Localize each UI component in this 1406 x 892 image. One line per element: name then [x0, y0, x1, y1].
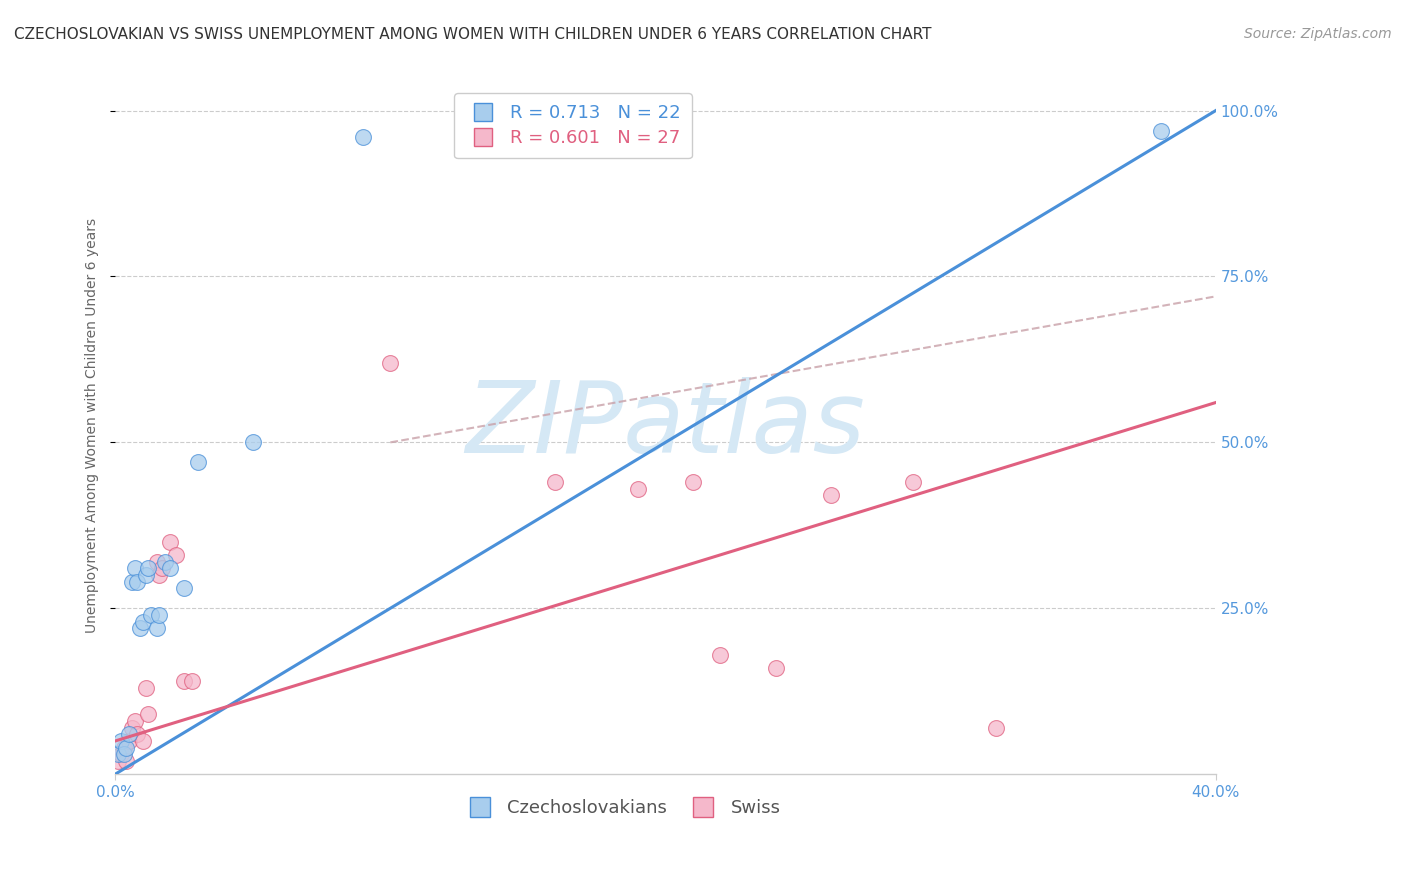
Legend: Czechoslovakians, Swiss: Czechoslovakians, Swiss	[456, 792, 787, 824]
Point	[136, 707, 159, 722]
Point	[682, 475, 704, 490]
Point	[145, 555, 167, 569]
Point	[115, 754, 138, 768]
Point	[112, 740, 135, 755]
Point	[110, 747, 132, 762]
Point	[709, 648, 731, 662]
Point	[765, 661, 787, 675]
Point	[984, 721, 1007, 735]
Point	[380, 356, 402, 370]
Point	[110, 734, 132, 748]
Point	[127, 727, 149, 741]
Point	[118, 727, 141, 741]
Point	[129, 621, 152, 635]
Point	[121, 721, 143, 735]
Point	[118, 734, 141, 748]
Point	[136, 561, 159, 575]
Point	[627, 482, 650, 496]
Point	[115, 740, 138, 755]
Point	[187, 455, 209, 469]
Point	[107, 754, 129, 768]
Point	[148, 568, 170, 582]
Text: ZIPatlas: ZIPatlas	[465, 377, 866, 475]
Point	[132, 734, 155, 748]
Point	[352, 130, 374, 145]
Point	[173, 674, 195, 689]
Point	[153, 555, 176, 569]
Point	[544, 475, 567, 490]
Y-axis label: Unemployment Among Women with Children Under 6 years: Unemployment Among Women with Children U…	[86, 219, 100, 633]
Point	[135, 681, 157, 695]
Point	[148, 607, 170, 622]
Point	[132, 615, 155, 629]
Point	[121, 574, 143, 589]
Point	[112, 747, 135, 762]
Point	[124, 714, 146, 728]
Point	[165, 548, 187, 562]
Point	[135, 568, 157, 582]
Point	[159, 535, 181, 549]
Point	[107, 747, 129, 762]
Point	[1149, 123, 1171, 137]
Point	[242, 435, 264, 450]
Point	[127, 574, 149, 589]
Point	[139, 607, 162, 622]
Point	[181, 674, 204, 689]
Text: CZECHOSLOVAKIAN VS SWISS UNEMPLOYMENT AMONG WOMEN WITH CHILDREN UNDER 6 YEARS CO: CZECHOSLOVAKIAN VS SWISS UNEMPLOYMENT AM…	[14, 27, 932, 42]
Point	[145, 621, 167, 635]
Point	[159, 561, 181, 575]
Point	[901, 475, 924, 490]
Text: Source: ZipAtlas.com: Source: ZipAtlas.com	[1244, 27, 1392, 41]
Point	[820, 488, 842, 502]
Point	[173, 582, 195, 596]
Point	[150, 561, 173, 575]
Point	[124, 561, 146, 575]
